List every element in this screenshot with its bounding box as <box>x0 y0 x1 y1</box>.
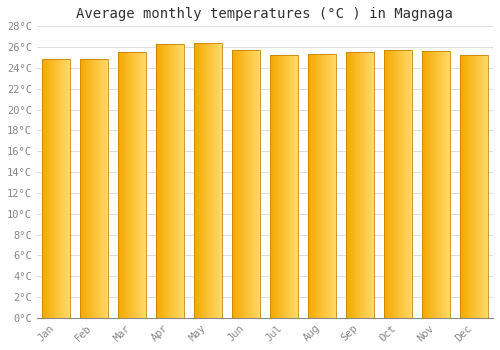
Bar <box>422 51 450 318</box>
Bar <box>194 43 222 318</box>
Title: Average monthly temperatures (°C ) in Magnaga: Average monthly temperatures (°C ) in Ma… <box>76 7 454 21</box>
Bar <box>384 50 411 318</box>
Bar <box>156 44 184 318</box>
Bar <box>346 52 374 318</box>
Bar <box>42 58 70 318</box>
Bar <box>80 58 108 318</box>
Bar <box>460 55 487 318</box>
Bar <box>118 52 146 318</box>
Bar <box>308 54 336 318</box>
Bar <box>270 55 297 318</box>
Bar <box>232 50 260 318</box>
